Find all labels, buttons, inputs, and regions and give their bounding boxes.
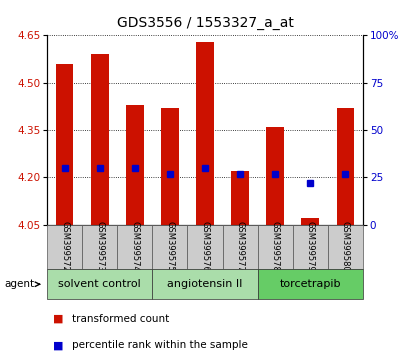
Text: ■: ■ <box>53 340 64 350</box>
Bar <box>56 64 73 225</box>
Bar <box>266 127 283 225</box>
Bar <box>117 225 152 269</box>
Bar <box>126 105 143 225</box>
Text: GSM399579: GSM399579 <box>305 221 314 272</box>
Bar <box>196 42 213 225</box>
Text: GSM399573: GSM399573 <box>95 221 104 272</box>
Bar <box>301 218 318 225</box>
Bar <box>336 108 353 225</box>
Bar <box>47 269 152 299</box>
Text: GSM399576: GSM399576 <box>200 221 209 272</box>
Bar <box>82 225 117 269</box>
Text: transformed count: transformed count <box>72 314 169 324</box>
Bar <box>257 225 292 269</box>
Text: GDS3556 / 1553327_a_at: GDS3556 / 1553327_a_at <box>116 16 293 30</box>
Bar <box>91 55 108 225</box>
Bar <box>152 225 187 269</box>
Bar <box>257 269 362 299</box>
Bar <box>327 225 362 269</box>
Text: agent: agent <box>4 279 34 289</box>
Text: percentile rank within the sample: percentile rank within the sample <box>72 340 247 350</box>
Text: GSM399578: GSM399578 <box>270 221 279 272</box>
Text: solvent control: solvent control <box>58 279 141 289</box>
Bar <box>161 108 178 225</box>
Bar <box>222 225 257 269</box>
Bar <box>187 225 222 269</box>
Text: GSM399575: GSM399575 <box>165 221 174 272</box>
Text: GSM399577: GSM399577 <box>235 221 244 272</box>
Text: GSM399572: GSM399572 <box>60 221 69 272</box>
Text: GSM399574: GSM399574 <box>130 221 139 272</box>
Text: GSM399580: GSM399580 <box>340 221 349 272</box>
Text: angiotensin II: angiotensin II <box>167 279 242 289</box>
Text: torcetrapib: torcetrapib <box>279 279 340 289</box>
Bar <box>47 225 82 269</box>
Text: ■: ■ <box>53 314 64 324</box>
Bar <box>292 225 327 269</box>
Bar <box>152 269 257 299</box>
Bar <box>231 171 248 225</box>
